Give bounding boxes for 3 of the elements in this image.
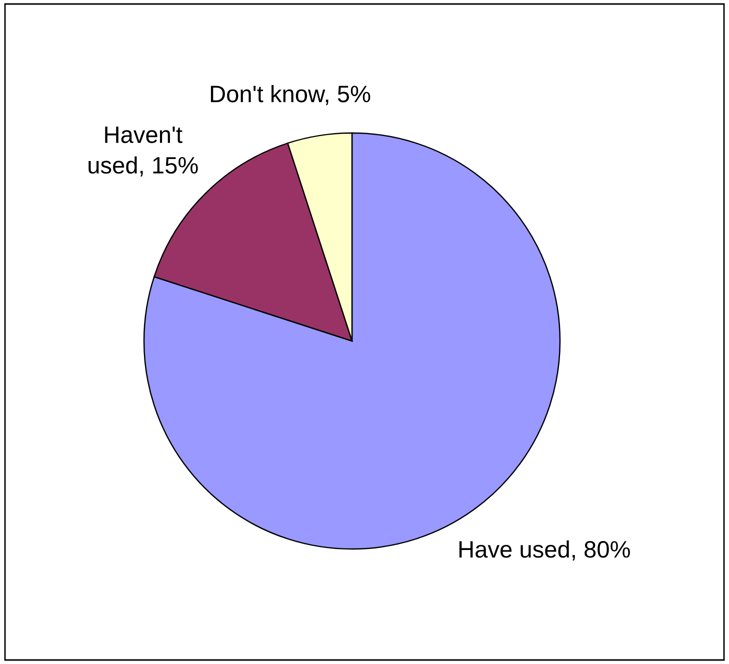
slice-label: Haven't used, 15%	[88, 126, 198, 176]
slice-label: Don't know, 5%	[210, 84, 370, 106]
slice-label: Have used, 80%	[459, 540, 630, 561]
